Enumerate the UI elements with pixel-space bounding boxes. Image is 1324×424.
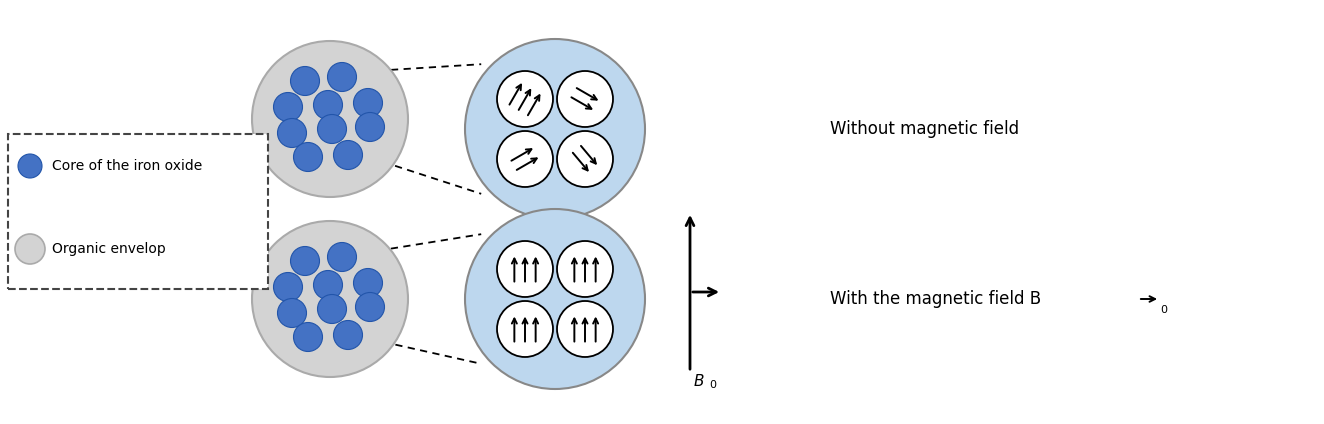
Circle shape: [356, 112, 384, 142]
Text: With the magnetic field B: With the magnetic field B: [830, 290, 1041, 308]
Circle shape: [496, 71, 553, 127]
Circle shape: [19, 154, 42, 178]
Text: 0: 0: [1160, 305, 1166, 315]
Circle shape: [356, 293, 384, 321]
Text: B: B: [694, 374, 704, 389]
Circle shape: [354, 268, 383, 298]
Circle shape: [354, 89, 383, 117]
FancyBboxPatch shape: [8, 134, 267, 289]
Circle shape: [274, 92, 302, 122]
Circle shape: [290, 246, 319, 276]
Circle shape: [278, 118, 306, 148]
Text: Without magnetic field: Without magnetic field: [830, 120, 1019, 138]
Text: Organic envelop: Organic envelop: [52, 242, 166, 256]
Circle shape: [557, 241, 613, 297]
Circle shape: [327, 62, 356, 92]
Circle shape: [314, 90, 343, 120]
Circle shape: [318, 114, 347, 143]
Circle shape: [15, 234, 45, 264]
Circle shape: [294, 323, 323, 351]
Circle shape: [274, 273, 302, 301]
Circle shape: [278, 298, 306, 327]
Circle shape: [334, 321, 363, 349]
Circle shape: [496, 241, 553, 297]
Circle shape: [496, 131, 553, 187]
Circle shape: [557, 71, 613, 127]
Circle shape: [465, 39, 645, 219]
Circle shape: [465, 209, 645, 389]
Circle shape: [557, 301, 613, 357]
Circle shape: [290, 67, 319, 95]
Circle shape: [557, 131, 613, 187]
Circle shape: [496, 301, 553, 357]
Circle shape: [314, 271, 343, 299]
Text: 0: 0: [708, 380, 716, 390]
Circle shape: [327, 243, 356, 271]
Circle shape: [294, 142, 323, 171]
Circle shape: [252, 221, 408, 377]
Circle shape: [334, 140, 363, 170]
Circle shape: [252, 41, 408, 197]
Text: Core of the iron oxide: Core of the iron oxide: [52, 159, 203, 173]
Circle shape: [318, 295, 347, 324]
